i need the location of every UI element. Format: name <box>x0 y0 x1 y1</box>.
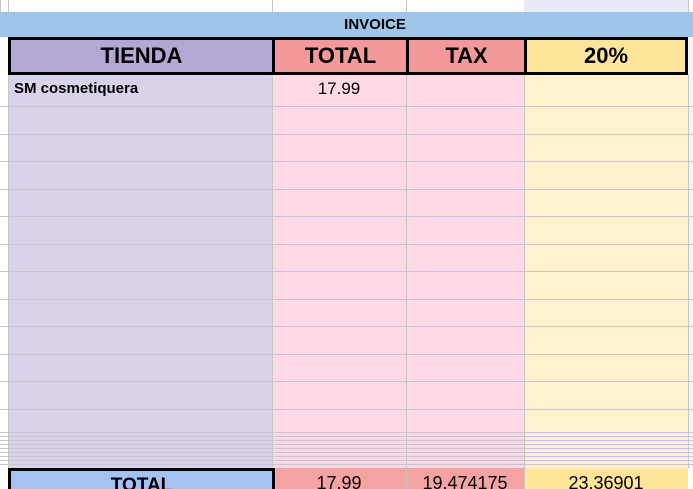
row-line <box>0 271 693 272</box>
row-line <box>0 134 693 135</box>
row-line <box>0 440 693 441</box>
banner <box>0 12 693 37</box>
row-line <box>0 326 693 327</box>
grid-line <box>688 0 689 12</box>
row-line <box>0 299 693 300</box>
row-line <box>0 464 693 465</box>
row-line <box>0 444 693 445</box>
header-cell: TOTAL <box>272 37 409 75</box>
totals-cell <box>524 468 688 489</box>
row-line <box>0 409 693 410</box>
header-cell: TAX <box>406 37 527 75</box>
grid-line <box>272 0 273 12</box>
totals-value: 23.36901 <box>568 473 644 489</box>
top-col <box>524 0 688 12</box>
column-fill <box>688 37 693 468</box>
row-line <box>0 161 693 162</box>
row-line <box>0 189 693 190</box>
row-line <box>0 452 693 453</box>
grid-line <box>0 0 1 12</box>
totals-cell <box>406 468 524 489</box>
col-line <box>406 74 407 468</box>
totals-label: TOTAL <box>8 468 275 489</box>
banner-title: INVOICE <box>344 16 406 33</box>
col-line <box>272 74 273 468</box>
row-line <box>0 381 693 382</box>
col-line <box>524 74 525 468</box>
totals-value: 17.99 <box>316 473 362 489</box>
grid-line <box>406 0 407 12</box>
row-line <box>0 216 693 217</box>
row-line <box>0 456 693 457</box>
col-line <box>688 74 689 468</box>
row-line <box>0 460 693 461</box>
totals-cell <box>275 468 409 489</box>
grid-line <box>8 0 9 12</box>
row-line <box>0 244 693 245</box>
header-cell: 20% <box>524 37 688 75</box>
col-line <box>8 74 9 468</box>
row-line <box>0 354 693 355</box>
row-line <box>0 432 693 433</box>
row-line <box>0 106 693 107</box>
total-value: 17.99 <box>317 79 361 98</box>
row-line <box>0 448 693 449</box>
header-cell: TIENDA <box>8 37 275 75</box>
totals-value: 19.474175 <box>422 473 508 489</box>
row-line <box>0 436 693 437</box>
store-name: SM cosmetiquera <box>14 80 139 97</box>
